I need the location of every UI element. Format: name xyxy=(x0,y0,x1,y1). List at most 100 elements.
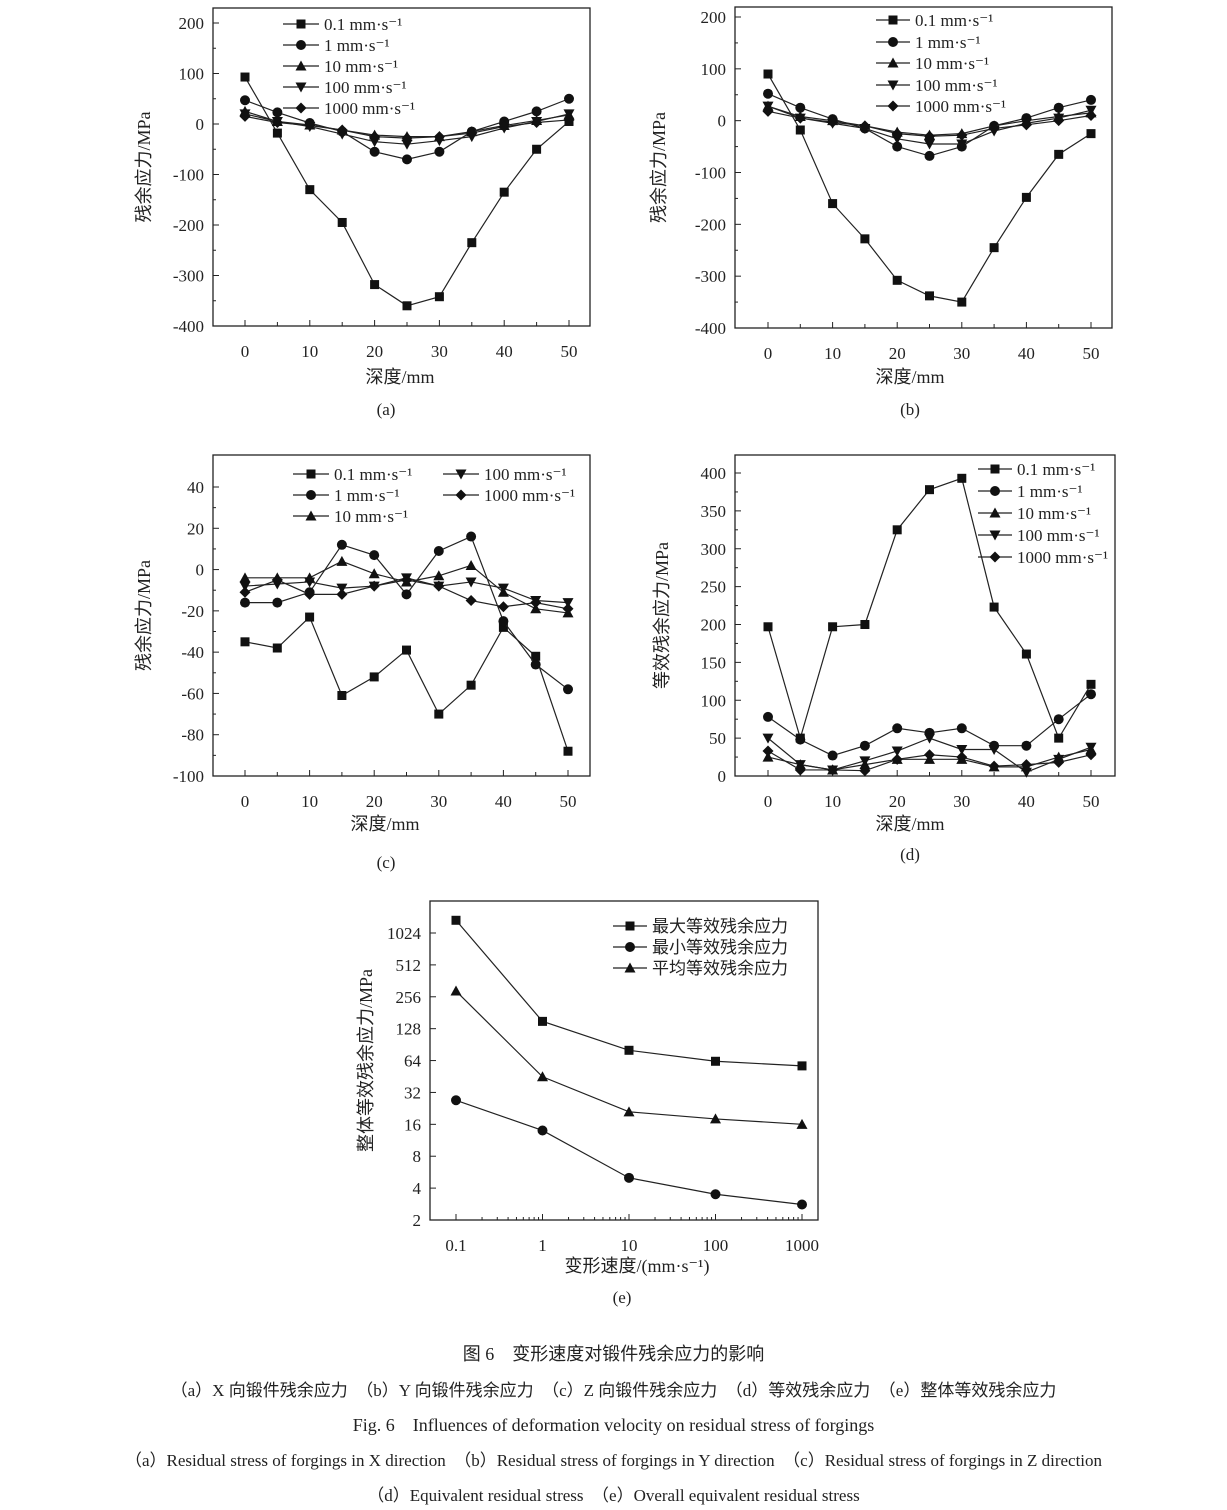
data-point xyxy=(762,105,774,117)
data-point xyxy=(499,187,509,197)
legend-item: 最小等效残余应力 xyxy=(613,938,788,957)
data-point xyxy=(1086,679,1096,689)
data-point xyxy=(623,1106,635,1117)
data-point xyxy=(336,583,348,594)
y-tick-label: 4 xyxy=(413,1179,422,1198)
legend-item: 平均等效残余应力 xyxy=(613,959,788,978)
data-point xyxy=(1086,689,1096,700)
series-line xyxy=(244,616,569,752)
data-point xyxy=(538,1016,547,1026)
legend-label: 100 mm·s⁻¹ xyxy=(915,76,998,95)
x-tick-label: 40 xyxy=(495,792,512,811)
legend-item: 1000 mm·s⁻¹ xyxy=(978,548,1108,567)
series-triangle-up xyxy=(239,555,574,618)
y-tick-label: 1024 xyxy=(387,924,422,943)
data-point xyxy=(272,643,282,653)
panel-label: (c) xyxy=(377,853,396,872)
y-tick-label: 16 xyxy=(404,1115,421,1134)
y-tick-label: -400 xyxy=(173,317,204,336)
x-axis-label: 变形速度/(mm·s⁻¹) xyxy=(565,1256,710,1277)
x-tick-label: 30 xyxy=(953,792,970,811)
data-point xyxy=(892,525,902,535)
data-point xyxy=(1021,740,1032,751)
data-point xyxy=(531,106,542,117)
series-triangle-up xyxy=(450,985,808,1129)
data-point xyxy=(450,985,462,996)
data-point xyxy=(433,545,444,556)
legend-item: 1 mm·s⁻¹ xyxy=(293,486,400,505)
data-point xyxy=(337,217,347,227)
data-point xyxy=(1054,733,1064,743)
legend-marker xyxy=(455,489,467,501)
data-point xyxy=(562,598,574,609)
legend-marker xyxy=(990,464,1000,474)
data-point xyxy=(1021,192,1031,202)
y-tick-label: 256 xyxy=(396,988,422,1007)
x-axis-label: 深度/mm xyxy=(365,367,434,387)
x-tick-label: 0 xyxy=(764,792,773,811)
data-point xyxy=(370,280,380,290)
series-circle xyxy=(451,1095,807,1210)
data-point xyxy=(924,749,935,761)
data-point xyxy=(240,72,250,82)
legend-item: 10 mm·s⁻¹ xyxy=(876,54,989,73)
panel-label: (e) xyxy=(613,1288,632,1307)
data-point xyxy=(532,144,542,154)
data-point xyxy=(240,597,250,608)
y-tick-label: 50 xyxy=(709,729,726,748)
legend-item: 1000 mm·s⁻¹ xyxy=(443,486,575,505)
y-tick-label: 150 xyxy=(701,653,727,672)
data-point xyxy=(1086,94,1096,105)
x-tick-label: 50 xyxy=(561,342,578,361)
figure: 0 10 20 30 40 50-400-300-200-1000100200深度/mm残… xyxy=(134,6,1116,1307)
data-point xyxy=(304,588,316,600)
legend-marker xyxy=(625,942,635,952)
data-point xyxy=(795,734,806,745)
data-point xyxy=(828,622,838,632)
data-point xyxy=(305,185,315,195)
x-tick-label: 1000 xyxy=(785,1236,819,1255)
data-point xyxy=(891,128,903,140)
panel-label: (a) xyxy=(377,400,396,419)
data-point xyxy=(957,297,967,307)
data-point xyxy=(369,137,381,148)
data-point xyxy=(1086,129,1096,139)
y-tick-label: 128 xyxy=(396,1020,422,1039)
legend-label: 1 mm·s⁻¹ xyxy=(324,36,390,55)
data-point xyxy=(497,583,509,594)
legend-label: 10 mm·s⁻¹ xyxy=(324,57,398,76)
legend-marker xyxy=(887,80,899,91)
x-tick-label: 10 xyxy=(824,344,841,363)
x-tick-label: 30 xyxy=(953,344,970,363)
legend-label: 1 mm·s⁻¹ xyxy=(915,33,981,52)
plot-frame xyxy=(212,7,591,327)
legend-marker xyxy=(455,469,467,480)
data-point xyxy=(564,93,574,104)
legend-marker xyxy=(306,490,316,500)
y-tick-label: -100 xyxy=(695,164,726,183)
data-point xyxy=(828,199,838,209)
data-point xyxy=(272,107,283,118)
x-tick-label: 0 xyxy=(764,344,773,363)
data-point xyxy=(369,131,381,143)
legend-item: 100 mm·s⁻¹ xyxy=(443,465,567,484)
data-point xyxy=(762,751,774,762)
legend-label: 10 mm·s⁻¹ xyxy=(334,507,408,526)
x-tick-label: 30 xyxy=(431,342,448,361)
y-tick-label: 20 xyxy=(187,519,204,538)
data-point xyxy=(956,751,968,763)
data-point xyxy=(924,130,935,142)
data-point xyxy=(891,134,903,145)
legend-label: 最大等效残余应力 xyxy=(652,917,788,936)
data-point xyxy=(305,612,315,622)
data-point xyxy=(239,581,251,592)
data-point xyxy=(957,473,967,483)
x-tick-label: 50 xyxy=(560,792,577,811)
data-point xyxy=(466,127,478,139)
data-point xyxy=(240,637,250,647)
panel-label: (d) xyxy=(900,845,920,864)
data-point xyxy=(562,603,574,615)
series-circle xyxy=(240,93,574,165)
legend-label: 1000 mm·s⁻¹ xyxy=(915,97,1006,116)
data-point xyxy=(924,733,935,744)
